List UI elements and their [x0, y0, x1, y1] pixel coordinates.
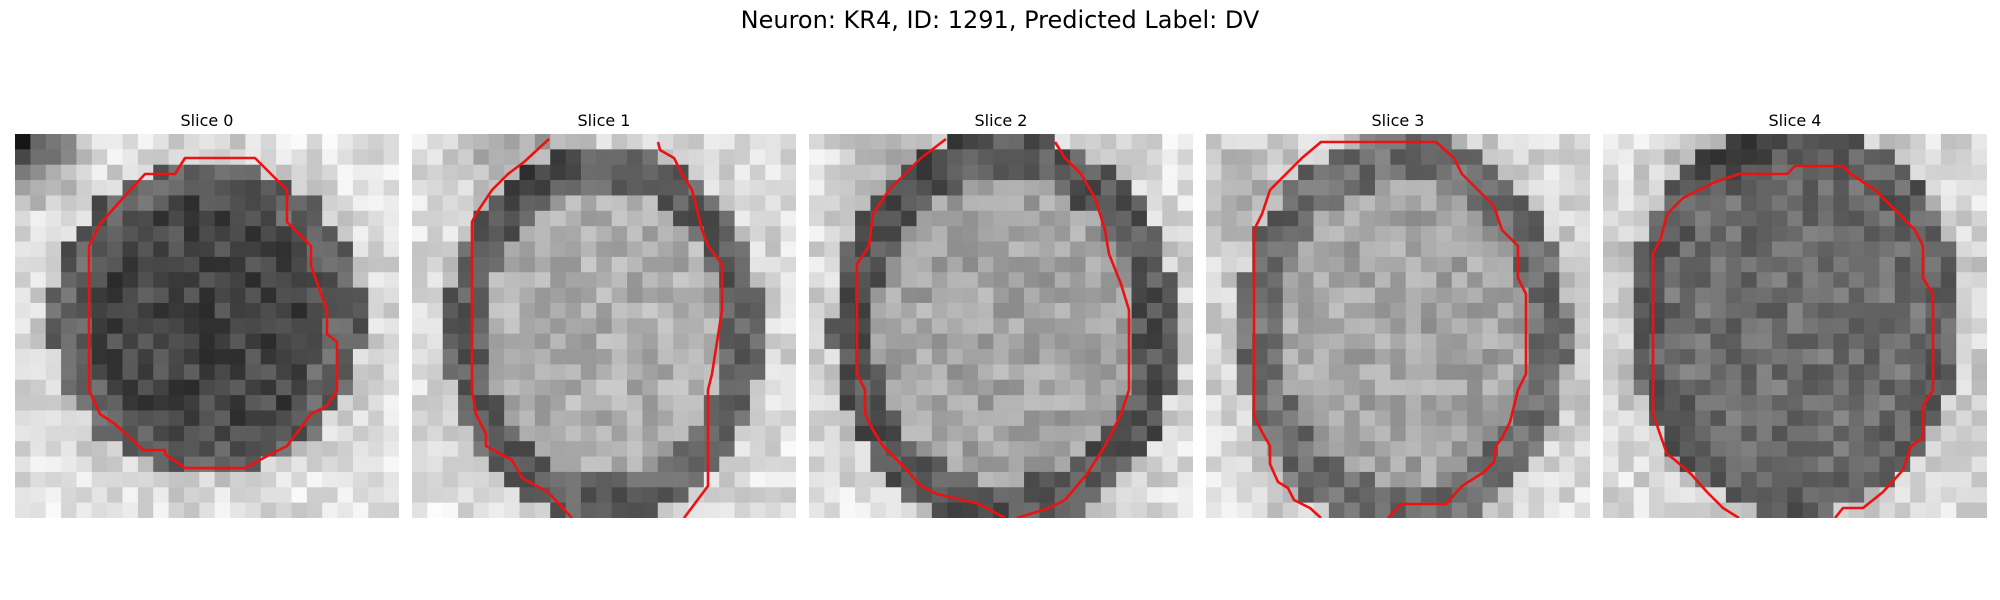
segmentation-contour	[1651, 164, 1935, 518]
segmentation-contour	[855, 137, 1006, 518]
slice-panel-3: Slice 3	[1206, 108, 1590, 518]
slice-image	[1603, 134, 1987, 518]
slice-title: Slice 4	[1768, 111, 1822, 130]
slice-panel-0: Slice 0	[15, 108, 399, 518]
slice-image	[1206, 134, 1590, 518]
segmentation-contour	[470, 138, 573, 518]
slice-image	[809, 134, 1193, 518]
slice-panel-1: Slice 1	[412, 108, 796, 518]
slice-title: Slice 0	[180, 111, 234, 130]
segmentation-contour	[1252, 140, 1528, 518]
slice-image	[15, 134, 399, 518]
slice-panel-2: Slice 2	[809, 108, 1193, 518]
segmentation-contour	[87, 156, 339, 470]
segmentation-contour	[1016, 141, 1131, 518]
segmentation-contour	[656, 141, 724, 518]
slice-image	[412, 134, 796, 518]
slice-panel-4: Slice 4	[1603, 108, 1987, 518]
slice-title: Slice 2	[974, 111, 1028, 130]
slice-title: Slice 1	[577, 111, 631, 130]
slice-title: Slice 3	[1371, 111, 1425, 130]
figure-title: Neuron: KR4, ID: 1291, Predicted Label: …	[740, 6, 1260, 34]
